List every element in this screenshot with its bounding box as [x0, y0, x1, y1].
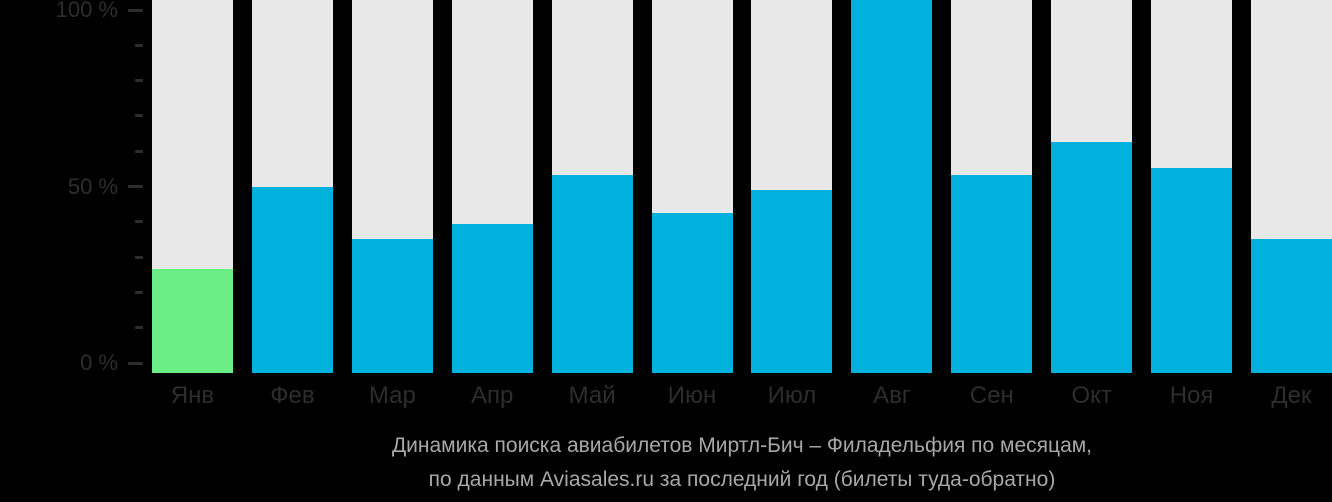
- bar-column: [551, 0, 633, 373]
- y-axis-tick: [135, 326, 143, 330]
- plot-area: [152, 0, 1332, 373]
- x-axis-label: Дек: [1271, 382, 1312, 409]
- y-axis-tick: [135, 114, 143, 118]
- y-axis-tick-label: 100 %: [55, 0, 118, 22]
- bar: [751, 190, 833, 373]
- bar: [551, 175, 633, 373]
- x-axis-label: Апр: [471, 382, 514, 409]
- chart-caption: Динамика поиска авиабилетов Миртл-Бич – …: [152, 429, 1332, 497]
- x-axis-label: Сен: [969, 382, 1014, 409]
- x-axis-label: Авг: [873, 382, 911, 409]
- y-axis: 100 % 50 % 0 %: [0, 0, 152, 375]
- y-axis-tick: [135, 220, 143, 224]
- bar-column: [751, 0, 833, 373]
- x-axis-label: Июл: [767, 382, 817, 409]
- bar: [351, 238, 433, 373]
- y-axis-tick: [128, 8, 143, 12]
- bar-column: [651, 0, 733, 373]
- bar: [451, 223, 533, 373]
- bar-column: [451, 0, 533, 373]
- y-axis-tick: [128, 185, 143, 188]
- y-axis-tick: [128, 361, 143, 365]
- x-axis-label: Мар: [368, 382, 416, 409]
- x-axis-label: Ноя: [1169, 382, 1214, 409]
- x-axis-label: Июн: [667, 382, 717, 409]
- bar-column: [1051, 0, 1133, 373]
- bar: [651, 212, 733, 373]
- bar: [951, 175, 1033, 373]
- bar-column: [351, 0, 433, 373]
- bar-column: [1250, 0, 1332, 373]
- x-axis-label: Янв: [170, 382, 215, 409]
- bar-column: [1151, 0, 1233, 373]
- x-axis-label: Окт: [1071, 382, 1112, 409]
- chart-subtitle: по данным Aviasales.ru за последний год …: [428, 468, 1056, 491]
- bar: [851, 0, 933, 373]
- bar: [1250, 238, 1332, 373]
- bar-column: [152, 0, 233, 373]
- bar: [1051, 141, 1133, 373]
- y-axis-tick: [135, 43, 143, 47]
- y-axis-tick-label: 0 %: [80, 350, 118, 375]
- y-axis-tick: [135, 290, 143, 294]
- x-axis-label: Май: [568, 382, 616, 409]
- bar-column: [951, 0, 1033, 373]
- bar-column: [251, 0, 333, 373]
- bar: [1151, 167, 1233, 373]
- x-axis: Янв Фев Мар Апр Май Июн Июл Авг Сен Окт Ноя Дек: [152, 382, 1332, 410]
- bar: [251, 186, 333, 373]
- y-axis-tick-label: 50 %: [67, 173, 118, 199]
- chart-title: Динамика поиска авиабилетов Миртл-Бич – …: [391, 434, 1093, 457]
- x-axis-label: Фев: [270, 382, 315, 409]
- bar: [152, 268, 233, 373]
- y-axis-tick: [135, 79, 143, 83]
- y-axis-tick: [135, 149, 143, 153]
- y-axis-tick: [135, 255, 143, 259]
- bar-column: [851, 0, 933, 373]
